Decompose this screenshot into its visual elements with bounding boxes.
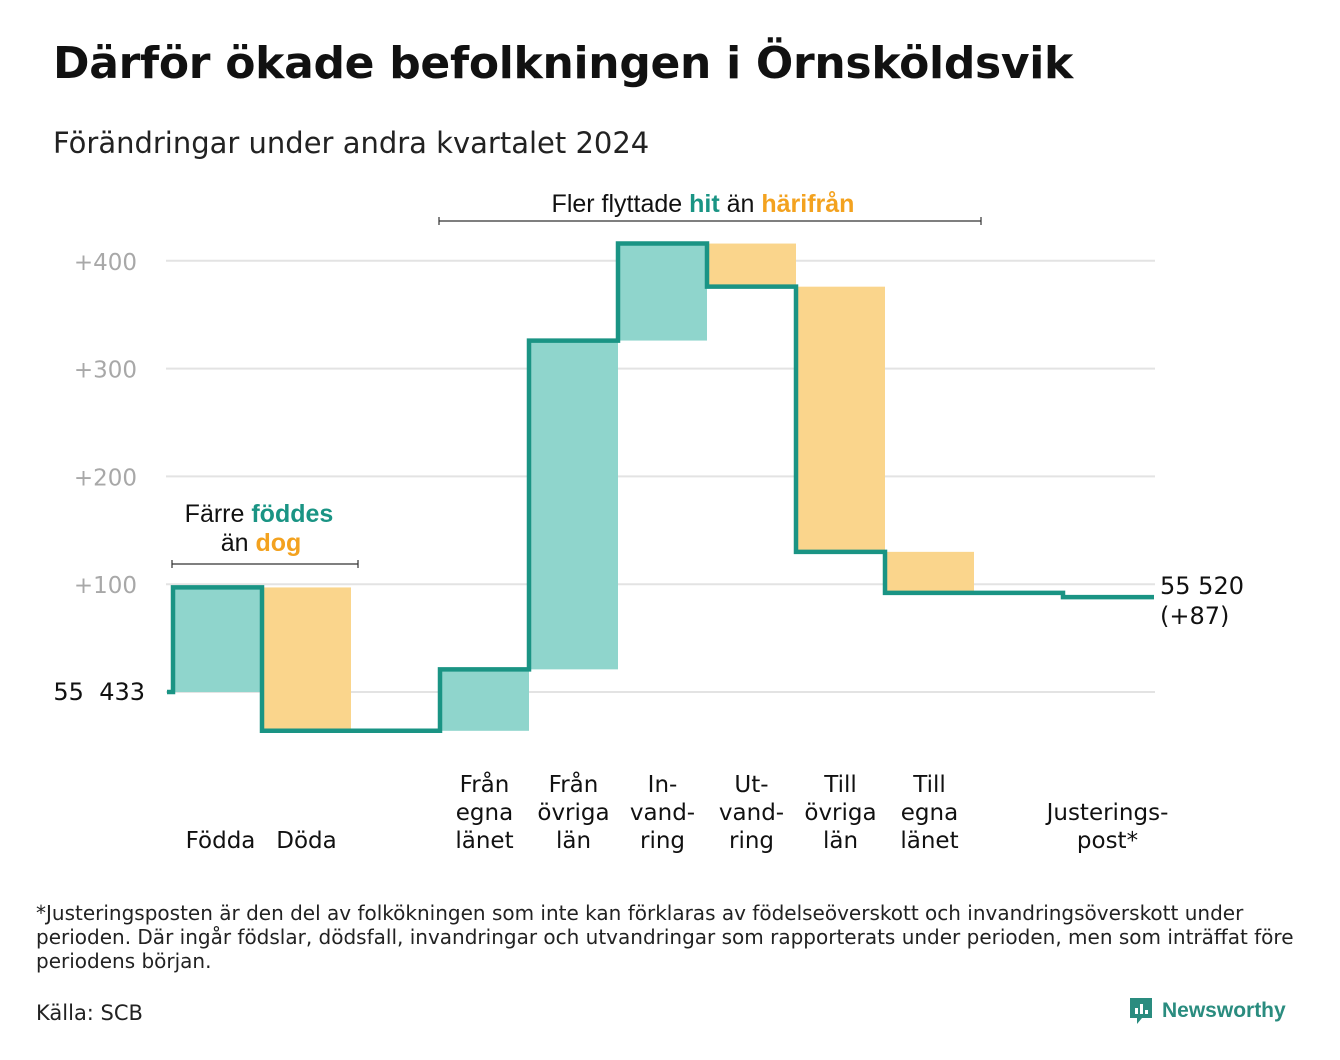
chart-title: Därför ökade befolkningen i Örnsköldsvik <box>53 38 1074 89</box>
y-tick-label: +100 <box>74 573 137 599</box>
category-label: Födda <box>186 828 256 854</box>
bar-inflow <box>618 243 707 341</box>
bar-outflow <box>796 286 885 552</box>
birth-death-annotation: Färre föddes än dog <box>171 500 359 568</box>
source-label: Källa: SCB <box>36 1001 143 1025</box>
bar-inflow <box>173 587 262 692</box>
label-layer: Födda Döda Från egna länet Från övriga län In-va… <box>186 770 1169 854</box>
brand-name: Newsworthy <box>1162 999 1286 1022</box>
category-label: Till övriga län <box>804 772 876 854</box>
migration-annotation: Fler flyttade hit än härifrån <box>438 190 982 225</box>
bar-inflow <box>529 340 618 670</box>
annotation-birth-colored: föddes <box>251 500 333 528</box>
svg-text:Färre föddes: Färre föddes <box>185 500 334 528</box>
annotation-moved-plain: Fler flyttade <box>552 190 690 218</box>
bar-outflow <box>885 551 974 593</box>
category-label: Justerings-post* <box>1045 800 1169 854</box>
end-value-label: 55 520 <box>1160 572 1244 600</box>
grid-layer: +400 +300 +200 +100 <box>74 250 1155 693</box>
newsworthy-logo: Newsworthy <box>1128 996 1286 1026</box>
svg-text:Fler flyttade hit än härifrån: Fler flyttade hit än härifrån <box>552 190 855 218</box>
start-value-label: 55 433 <box>53 678 145 706</box>
annotation-harifran-colored: härifrån <box>761 190 854 218</box>
category-label: Till egna länet <box>900 772 958 854</box>
y-tick-label: +200 <box>74 465 137 491</box>
bar-inflow <box>440 669 529 731</box>
annotation-hit-colored: hit <box>689 190 720 218</box>
category-label: Döda <box>276 828 336 854</box>
y-tick-label: +300 <box>74 358 137 384</box>
svg-text:än dog: än dog <box>221 529 302 557</box>
bar-outflow <box>262 587 351 731</box>
annotation-death-plain: än <box>221 529 256 557</box>
category-label: Från egna länet <box>455 770 513 854</box>
category-label: In-vand-ring <box>630 772 695 854</box>
annotation-birth-plain: Färre <box>185 500 252 528</box>
bar-outflow <box>707 243 796 287</box>
line-layer <box>167 241 1154 734</box>
end-change-label: (+87) <box>1160 602 1229 630</box>
annotation-death-colored: dog <box>255 529 301 557</box>
footnote: *Justeringsposten är den del av folkökni… <box>36 901 1294 973</box>
cumulative-step-line <box>167 241 1154 734</box>
category-label: Från övriga län <box>537 770 609 854</box>
annotation-than-plain: än <box>720 190 762 218</box>
bar-layer <box>173 243 974 731</box>
chart-subtitle: Förändringar under andra kvartalet 2024 <box>53 126 650 160</box>
category-label: Ut-vand-ring <box>719 772 784 854</box>
y-tick-label: +400 <box>74 250 137 276</box>
newsworthy-icon <box>1130 998 1152 1024</box>
